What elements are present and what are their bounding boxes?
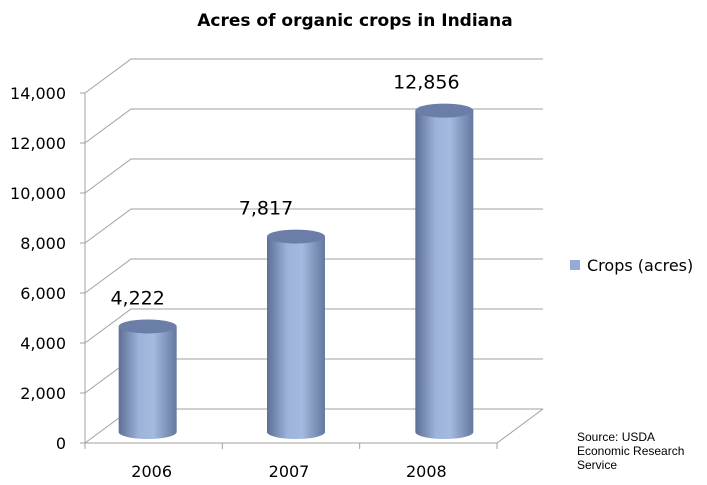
gridline (84, 58, 543, 94)
source-annotation: Source: USDA Economic Research Service (577, 430, 684, 472)
gridline (84, 108, 543, 144)
y-tick-label: 10,000 (10, 184, 66, 203)
data-label: 4,222 (110, 287, 164, 309)
y-tick-label: 4,000 (20, 334, 66, 353)
legend: Crops (acres) (570, 256, 693, 275)
data-labels: 4,222 7,817 12,856 (110, 72, 459, 310)
x-tick-label: 2006 (131, 462, 172, 481)
y-tick-label: 8,000 (20, 234, 66, 253)
source-line-3: Service (577, 458, 617, 472)
gridline (84, 308, 543, 344)
y-tick-label: 6,000 (20, 284, 66, 303)
gridline (84, 158, 543, 194)
x-tick-label: 2008 (406, 462, 447, 481)
y-tick-label: 0 (56, 434, 66, 453)
x-tick-label: 2007 (269, 462, 310, 481)
source-line-1: Source: USDA (577, 430, 655, 444)
y-tick-label: 12,000 (10, 134, 66, 153)
y-tick-label: 2,000 (20, 384, 66, 403)
bars (118, 103, 474, 439)
legend-label: Crops (acres) (587, 256, 693, 275)
cylinder-body (267, 236, 325, 439)
cylinder-body (118, 326, 177, 439)
legend-swatch (570, 260, 580, 270)
gridlines: 0 2,000 4,000 6,000 8,000 10,000 12,000 14,000 2… (10, 58, 544, 481)
gridline (84, 208, 543, 244)
source-line-2: Economic Research (577, 444, 684, 458)
bar-2007 (267, 229, 325, 439)
y-tick-label: 14,000 (10, 84, 66, 103)
data-label: 12,856 (393, 72, 459, 94)
cylinder-top (267, 229, 325, 244)
bar-2008 (415, 103, 474, 439)
chart-title: Acres of organic crops in Indiana (197, 11, 512, 31)
cylinder-top (415, 103, 474, 118)
cylinder-body (415, 110, 474, 439)
data-label: 7,817 (239, 198, 293, 220)
gridline (84, 258, 543, 294)
cylinder-top (118, 319, 177, 334)
bar-2006 (118, 319, 177, 439)
